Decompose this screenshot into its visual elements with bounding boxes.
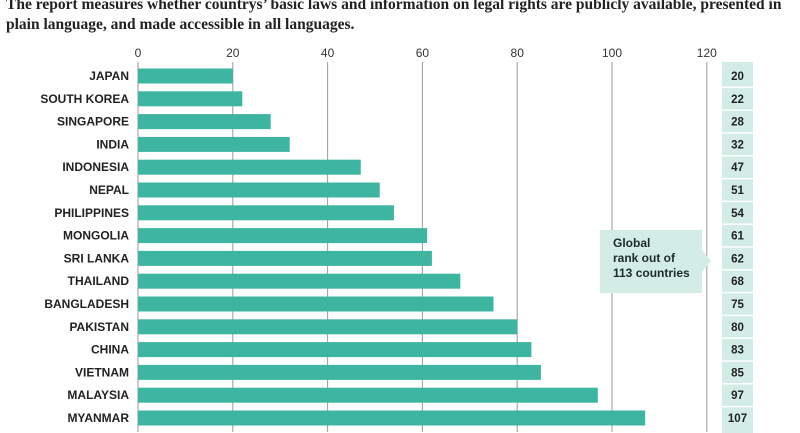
category-label: BANGLADESH: [44, 297, 129, 311]
rank-value-label: 97: [731, 390, 744, 402]
bar: [138, 387, 598, 403]
x-tick-label: 40: [321, 46, 335, 60]
callout-line-3: 113 countries: [613, 266, 690, 280]
bar: [138, 342, 532, 358]
category-label: INDIA: [96, 137, 129, 151]
category-label: SOUTH KOREA: [40, 92, 129, 106]
x-tick-label: 120: [697, 46, 717, 60]
category-label: INDONESIA: [62, 160, 129, 174]
category-label: SINGAPORE: [57, 115, 129, 129]
rank-value-label: 107: [728, 413, 747, 425]
callout-arrow-icon: [702, 250, 711, 272]
rank-callout: Global rank out of 113 countries: [600, 230, 702, 293]
rank-value-label: 75: [731, 299, 744, 311]
bar: [138, 136, 290, 152]
bar: [138, 159, 361, 175]
callout-line-1: Global: [613, 236, 651, 250]
bar: [138, 182, 380, 198]
rank-value-label: 32: [731, 139, 744, 151]
x-tick-label: 100: [602, 46, 622, 60]
bar: [138, 410, 646, 426]
rank-value-label: 28: [731, 117, 744, 129]
bar: [138, 205, 394, 221]
bar: [138, 68, 233, 84]
x-tick-label: 0: [135, 46, 142, 60]
category-label: PAKISTAN: [69, 320, 129, 334]
x-tick-label: 20: [226, 46, 240, 60]
category-label: MALAYSIA: [67, 388, 129, 402]
category-label: MYANMAR: [67, 411, 129, 425]
category-label: THAILAND: [68, 274, 130, 288]
bar: [138, 319, 518, 335]
chart-subtitle: The report measures whether countrys’ ba…: [6, 0, 782, 33]
bar: [138, 296, 494, 312]
rank-value-label: 47: [731, 162, 744, 174]
rank-value-label: 61: [731, 231, 744, 243]
x-tick-label: 60: [416, 46, 430, 60]
rank-value-label: 80: [731, 322, 744, 334]
rank-value-label: 51: [731, 185, 744, 197]
bar: [138, 250, 432, 266]
category-label: VIETNAM: [75, 365, 129, 379]
bar: [138, 114, 271, 130]
category-label: MONGOLIA: [63, 229, 129, 243]
rank-value-label: 83: [731, 345, 744, 357]
bar: [138, 91, 243, 107]
bar: [138, 273, 461, 289]
rank-value-label: 22: [731, 94, 744, 106]
bar: [138, 228, 428, 244]
rank-value-label: 68: [731, 276, 744, 288]
callout-line-2: rank out of: [613, 251, 675, 265]
rank-value-label: 54: [731, 208, 744, 220]
category-label: NEPAL: [89, 183, 129, 197]
rank-value-label: 62: [731, 253, 744, 265]
category-label: CHINA: [91, 343, 129, 357]
rank-value-label: 20: [731, 71, 744, 83]
bar: [138, 364, 541, 380]
x-tick-label: 80: [511, 46, 525, 60]
category-label: PHILIPPINES: [54, 206, 129, 220]
rank-value-label: 85: [731, 367, 744, 379]
category-label: SRI LANKA: [64, 251, 130, 265]
category-label: JAPAN: [89, 69, 129, 83]
